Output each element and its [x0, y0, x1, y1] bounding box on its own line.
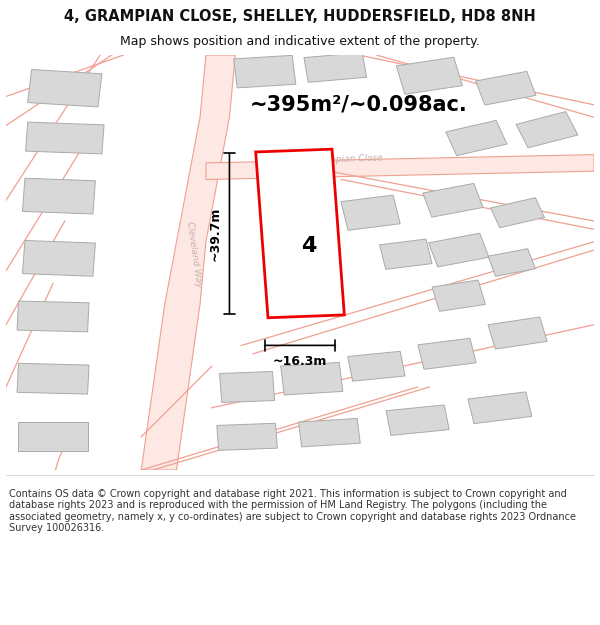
Polygon shape	[281, 362, 343, 395]
Polygon shape	[348, 351, 405, 381]
Polygon shape	[217, 423, 277, 451]
Polygon shape	[446, 121, 507, 156]
Polygon shape	[22, 241, 95, 276]
Polygon shape	[141, 55, 235, 470]
Polygon shape	[26, 122, 104, 154]
Text: 4, GRAMPIAN CLOSE, SHELLEY, HUDDERSFIELD, HD8 8NH: 4, GRAMPIAN CLOSE, SHELLEY, HUDDERSFIELD…	[64, 9, 536, 24]
Polygon shape	[428, 233, 489, 267]
Polygon shape	[22, 178, 95, 214]
Polygon shape	[468, 392, 532, 424]
Text: 4: 4	[301, 236, 317, 256]
Polygon shape	[206, 154, 594, 179]
Polygon shape	[28, 69, 102, 107]
Text: ~395m²/~0.098ac.: ~395m²/~0.098ac.	[250, 95, 467, 115]
Text: ~39.7m: ~39.7m	[208, 206, 221, 261]
Polygon shape	[304, 52, 367, 82]
Polygon shape	[516, 112, 578, 148]
Text: Map shows position and indicative extent of the property.: Map shows position and indicative extent…	[120, 35, 480, 48]
Polygon shape	[418, 338, 476, 369]
Text: ~16.3m: ~16.3m	[273, 356, 327, 369]
Polygon shape	[220, 371, 275, 402]
Text: Contains OS data © Crown copyright and database right 2021. This information is : Contains OS data © Crown copyright and d…	[9, 489, 576, 533]
Polygon shape	[476, 71, 536, 105]
Polygon shape	[233, 56, 296, 88]
Text: Cleveland Way: Cleveland Way	[185, 221, 203, 288]
Polygon shape	[18, 422, 88, 451]
Text: Grampian Close: Grampian Close	[311, 153, 383, 164]
Polygon shape	[341, 195, 400, 230]
Polygon shape	[256, 149, 344, 318]
Polygon shape	[491, 198, 544, 228]
Polygon shape	[432, 280, 485, 311]
Polygon shape	[423, 183, 483, 217]
Polygon shape	[299, 419, 360, 447]
Polygon shape	[17, 363, 89, 394]
Polygon shape	[380, 239, 432, 269]
Polygon shape	[386, 405, 449, 436]
Polygon shape	[488, 317, 547, 349]
Polygon shape	[488, 249, 535, 276]
Polygon shape	[17, 301, 89, 332]
Polygon shape	[397, 58, 463, 94]
